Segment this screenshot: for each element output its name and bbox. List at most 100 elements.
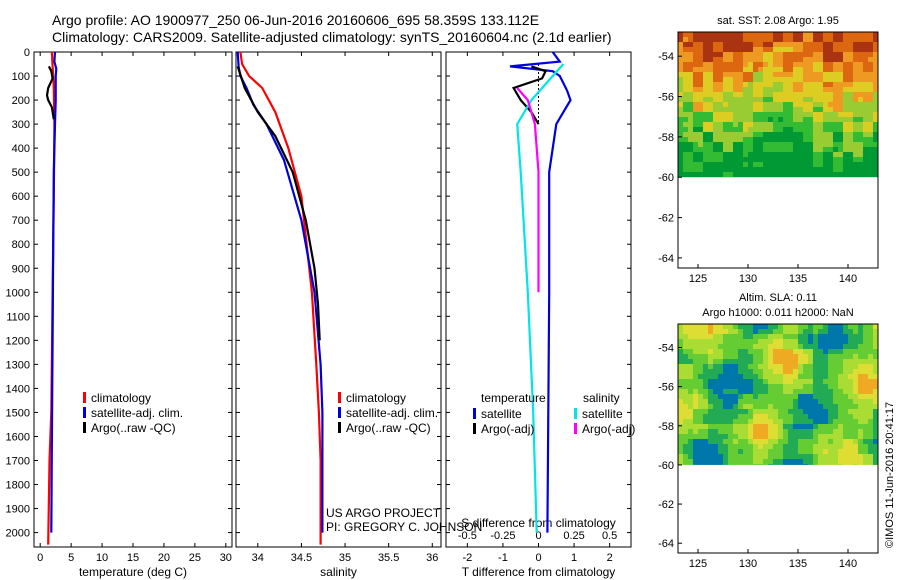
map-cell xyxy=(693,67,698,72)
map-cell xyxy=(748,92,753,97)
map-cell xyxy=(848,364,853,369)
map-cell xyxy=(683,424,688,429)
x-tick-label: -1 xyxy=(498,552,508,564)
map-cell xyxy=(843,414,848,419)
map-cell xyxy=(718,444,723,449)
map-cell xyxy=(708,369,713,374)
map-cell xyxy=(713,87,718,92)
map-cell xyxy=(793,42,798,47)
map-cell xyxy=(703,167,708,172)
map-cell xyxy=(843,359,848,364)
map-cell xyxy=(678,359,683,364)
map-cell xyxy=(818,434,823,439)
map-cell xyxy=(763,102,768,107)
map-cell xyxy=(788,57,793,62)
map-cell xyxy=(843,369,848,374)
map-cell xyxy=(863,82,868,87)
map-cell xyxy=(743,172,748,177)
map-cell xyxy=(838,72,843,77)
map-cell xyxy=(768,369,773,374)
map-cell xyxy=(718,354,723,359)
map-cell xyxy=(743,167,748,172)
map-cell xyxy=(808,157,813,162)
map-cell xyxy=(873,384,878,389)
map-cell xyxy=(838,464,843,465)
map-cell xyxy=(748,57,753,62)
map-cell xyxy=(808,399,813,404)
map-cell xyxy=(803,329,808,334)
map-cell xyxy=(863,419,868,424)
map-cell xyxy=(858,324,863,329)
map-cell xyxy=(843,424,848,429)
map-cell xyxy=(798,429,803,434)
map-cell xyxy=(803,374,808,379)
map-cell xyxy=(853,87,858,92)
map-cell xyxy=(713,399,718,404)
map-cell xyxy=(733,324,738,329)
map-cell xyxy=(818,424,823,429)
map-cell xyxy=(708,122,713,127)
map-cell xyxy=(678,142,683,147)
map-cell xyxy=(763,434,768,439)
map-cell xyxy=(703,112,708,117)
map-cell xyxy=(773,379,778,384)
map-cell xyxy=(838,449,843,454)
map-cell xyxy=(723,449,728,454)
map-cell xyxy=(753,162,758,167)
map-cell xyxy=(813,374,818,379)
map-cell xyxy=(768,42,773,47)
map-cell xyxy=(768,117,773,122)
map-cell xyxy=(773,444,778,449)
map-cell xyxy=(703,37,708,42)
map-cell xyxy=(798,157,803,162)
map-cell xyxy=(828,112,833,117)
map-cell xyxy=(863,434,868,439)
map-cell xyxy=(818,102,823,107)
map-cell xyxy=(798,419,803,424)
map-cell xyxy=(793,122,798,127)
map-cell xyxy=(678,369,683,374)
map-cell xyxy=(713,444,718,449)
map-cell xyxy=(753,82,758,87)
map-cell xyxy=(683,449,688,454)
map-cell xyxy=(733,404,738,409)
map-cell xyxy=(833,389,838,394)
map-cell xyxy=(723,92,728,97)
map-cell xyxy=(738,419,743,424)
map-cell xyxy=(808,324,813,329)
map-cell xyxy=(748,47,753,52)
map-cell xyxy=(848,449,853,454)
map-cell xyxy=(703,77,708,82)
map-cell xyxy=(868,449,873,454)
map-cell xyxy=(743,152,748,157)
map-cell xyxy=(858,339,863,344)
map-cell xyxy=(818,127,823,132)
map-cell xyxy=(778,349,783,354)
map-cell xyxy=(723,127,728,132)
map-cell xyxy=(773,339,778,344)
map-cell xyxy=(808,102,813,107)
map-cell xyxy=(858,77,863,82)
map-cell xyxy=(748,439,753,444)
map-cell xyxy=(793,172,798,177)
map-cell xyxy=(688,37,693,42)
map-cell xyxy=(818,409,823,414)
map-cell xyxy=(858,439,863,444)
map-cell xyxy=(693,47,698,52)
map-cell xyxy=(813,92,818,97)
map-cell xyxy=(698,122,703,127)
map-cell xyxy=(773,349,778,354)
map-cell xyxy=(773,454,778,459)
depth-tick-label: 700 xyxy=(12,215,30,227)
x-tick-label: 0 xyxy=(37,552,43,564)
map-cell xyxy=(778,369,783,374)
map-cell xyxy=(748,399,753,404)
map-cell xyxy=(728,87,733,92)
map-cell xyxy=(678,32,683,37)
map-cell xyxy=(703,419,708,424)
map-cell xyxy=(813,72,818,77)
map-cell xyxy=(818,324,823,329)
map-cell xyxy=(728,439,733,444)
map-cell xyxy=(833,107,838,112)
map-cell xyxy=(833,349,838,354)
